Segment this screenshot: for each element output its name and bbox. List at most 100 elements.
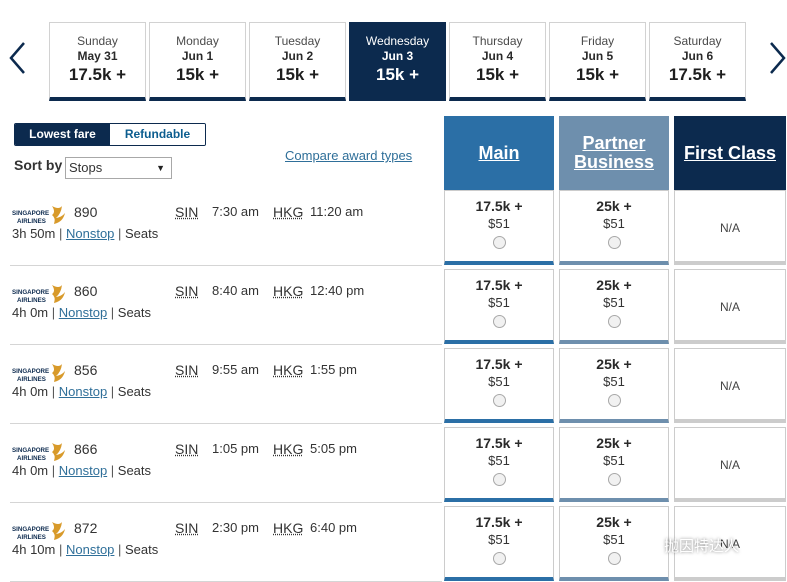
wechat-icon (640, 537, 660, 555)
prev-week-button[interactable] (6, 40, 28, 76)
fare-radio-main[interactable] (493, 315, 506, 328)
flight-number: 872 (74, 520, 97, 536)
arrival-time: 6:40 pm (310, 520, 357, 535)
refundable-option[interactable]: Refundable (110, 124, 205, 145)
nonstop-link[interactable]: Nonstop (59, 305, 107, 320)
fare-radio-partner[interactable] (608, 236, 621, 249)
flight-row: SINGAPORE AIRLINES 860 SIN 8:40 am HKG 12:40 p… (0, 267, 787, 346)
logo-line2: AIRLINES (17, 297, 46, 304)
sort-by-select[interactable]: Stops ▼ (65, 157, 172, 179)
fare-cell-main[interactable]: 17.5k + $51 (444, 269, 554, 344)
seats-link[interactable]: Seats (125, 226, 158, 241)
seats-link[interactable]: Seats (118, 384, 151, 399)
sort-by-value: Stops (69, 160, 102, 175)
fare-radio-partner[interactable] (608, 552, 621, 565)
fare-tax: $51 (560, 373, 668, 390)
chevron-left-icon (6, 40, 28, 76)
date-tab-dow: Monday (150, 34, 245, 48)
date-tab-dow: Friday (550, 34, 645, 48)
destination-airport[interactable]: HKG (273, 441, 303, 457)
fare-cell-partner-business[interactable]: 25k + $51 (559, 269, 669, 344)
nonstop-link[interactable]: Nonstop (59, 384, 107, 399)
date-tab-date: Jun 6 (650, 48, 745, 64)
fare-miles: 17.5k + (445, 276, 553, 294)
fare-radio-main[interactable] (493, 394, 506, 407)
fare-cell-main[interactable]: 17.5k + $51 (444, 506, 554, 581)
destination-airport[interactable]: HKG (273, 283, 303, 299)
cabin-header-main-label: Main (478, 144, 519, 163)
origin-airport[interactable]: SIN (175, 283, 198, 299)
fare-cell-partner-business[interactable]: 25k + $51 (559, 427, 669, 502)
flight-duration: 3h 50m (12, 226, 55, 241)
fare-miles: 17.5k + (445, 355, 553, 373)
singapore-airlines-logo: SINGAPOREAIRLINES (12, 204, 66, 226)
departure-time: 9:55 am (212, 362, 259, 377)
fare-cell-main[interactable]: 17.5k + $51 (444, 427, 554, 502)
cabin-header-partner-business[interactable]: Partner Business (559, 116, 669, 190)
flight-number: 856 (74, 362, 97, 378)
nonstop-link[interactable]: Nonstop (66, 542, 114, 557)
origin-airport[interactable]: SIN (175, 520, 198, 536)
cabin-header-partner-line1: Partner (582, 133, 645, 153)
fare-radio-main[interactable] (493, 236, 506, 249)
fare-cell-first-class: N/A (674, 190, 786, 265)
lowest-fare-option[interactable]: Lowest fare (15, 124, 110, 145)
date-tab-price: 15k + (450, 64, 545, 85)
arrival-time: 11:20 am (310, 204, 363, 219)
arrival-time: 12:40 pm (310, 283, 364, 298)
seats-link[interactable]: Seats (118, 463, 151, 478)
fare-cell-first-class: N/A (674, 348, 786, 423)
nonstop-link[interactable]: Nonstop (59, 463, 107, 478)
cabin-header-main[interactable]: Main (444, 116, 554, 190)
seats-link[interactable]: Seats (118, 305, 151, 320)
singapore-airlines-logo: SINGAPOREAIRLINES (12, 520, 66, 542)
date-tab-date: Jun 4 (450, 48, 545, 64)
date-tab-price: 17.5k + (650, 64, 745, 85)
nonstop-link[interactable]: Nonstop (66, 226, 114, 241)
date-tab-wednesday[interactable]: Wednesday Jun 3 15k + (349, 22, 446, 101)
singapore-airlines-logo: SINGAPOREAIRLINES (12, 362, 66, 384)
date-tab-saturday[interactable]: Saturday Jun 6 17.5k + (649, 22, 746, 101)
caret-down-icon: ▼ (156, 158, 165, 178)
flight-details: 4h 10m | Nonstop | Seats (12, 542, 158, 557)
singapore-airlines-logo: SINGAPOREAIRLINES (12, 283, 66, 305)
origin-airport[interactable]: SIN (175, 204, 198, 220)
compare-award-types-link[interactable]: Compare award types (285, 148, 412, 163)
destination-airport[interactable]: HKG (273, 520, 303, 536)
departure-time: 7:30 am (212, 204, 259, 219)
flight-duration: 4h 0m (12, 305, 48, 320)
fare-cell-partner-business[interactable]: 25k + $51 (559, 190, 669, 265)
fare-cell-partner-business[interactable]: 25k + $51 (559, 348, 669, 423)
date-tab-tuesday[interactable]: Tuesday Jun 2 15k + (249, 22, 346, 101)
logo-bird-mark (52, 206, 65, 224)
cabin-header-first-class[interactable]: First Class (674, 116, 786, 190)
fare-cell-first-class: N/A (674, 427, 786, 502)
fare-tax: $51 (445, 294, 553, 311)
separator: | (107, 463, 118, 478)
fare-radio-main[interactable] (493, 473, 506, 486)
flight-row: SINGAPORE AIRLINES 866 SIN 1:05 pm HKG 5:05 pm… (0, 425, 787, 504)
destination-airport[interactable]: HKG (273, 362, 303, 378)
date-tab-monday[interactable]: Monday Jun 1 15k + (149, 22, 246, 101)
next-week-button[interactable] (767, 40, 787, 76)
date-tab-dow: Wednesday (350, 34, 445, 48)
fare-cell-main[interactable]: 17.5k + $51 (444, 190, 554, 265)
flight-details: 3h 50m | Nonstop | Seats (12, 226, 158, 241)
separator: | (55, 542, 66, 557)
fare-type-toggle: Lowest fare Refundable (14, 123, 206, 146)
origin-airport[interactable]: SIN (175, 362, 198, 378)
date-tab-friday[interactable]: Friday Jun 5 15k + (549, 22, 646, 101)
seats-link[interactable]: Seats (125, 542, 158, 557)
row-divider (10, 423, 442, 424)
fare-radio-partner[interactable] (608, 394, 621, 407)
fare-radio-partner[interactable] (608, 315, 621, 328)
fare-radio-partner[interactable] (608, 473, 621, 486)
fare-cell-main[interactable]: 17.5k + $51 (444, 348, 554, 423)
fare-radio-main[interactable] (493, 552, 506, 565)
logo-line1: SINGAPORE (12, 447, 49, 454)
origin-airport[interactable]: SIN (175, 441, 198, 457)
date-tab-sunday[interactable]: Sunday May 31 17.5k + (49, 22, 146, 101)
destination-airport[interactable]: HKG (273, 204, 303, 220)
logo-line2: AIRLINES (17, 534, 46, 541)
date-tab-thursday[interactable]: Thursday Jun 4 15k + (449, 22, 546, 101)
